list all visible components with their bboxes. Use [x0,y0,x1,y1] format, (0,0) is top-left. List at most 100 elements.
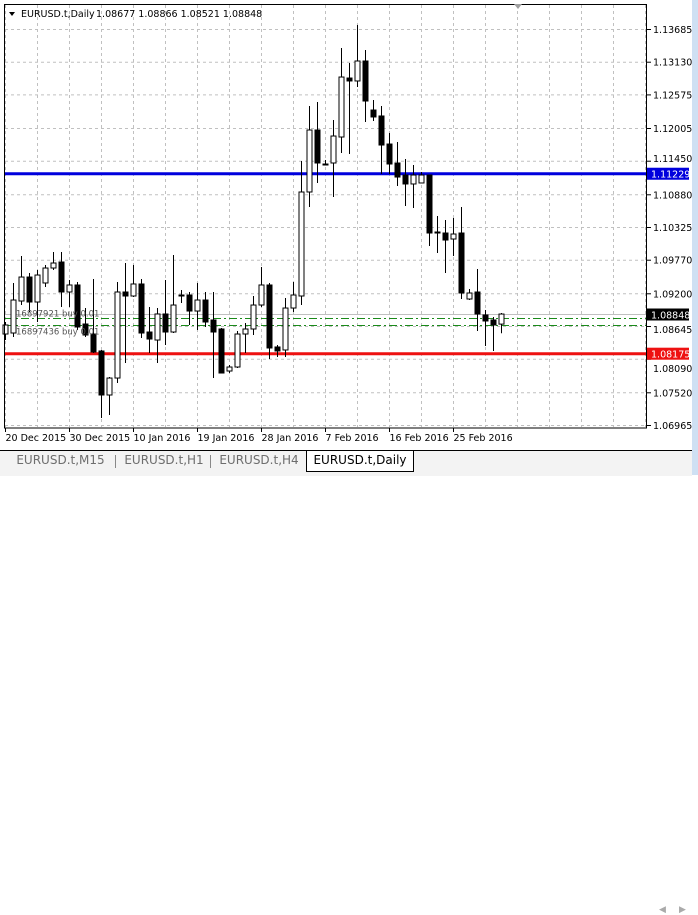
candle-bearish [26,276,33,303]
candle-bearish [58,261,65,293]
candle-bullish [10,299,17,334]
candle-bearish [370,109,377,118]
candle-bullish [154,313,161,341]
candle-bearish [426,174,433,234]
candle-bullish [18,276,25,302]
candle-bullish [114,291,121,379]
candle-bearish [442,232,449,241]
price-tag-bg [647,167,689,180]
candle-bearish [138,283,145,334]
current-price-tag: 1.08848 [651,311,690,322]
candle-bearish [82,323,89,336]
scroll-right-icon[interactable]: ▶ [679,905,686,915]
candle-bullish [330,135,337,164]
candle-bullish [42,267,49,284]
candle-bullish [34,274,41,303]
candle-bearish [186,294,193,312]
price-axis: 1.13685 1.13130 1.12575 1.12005 1.11450 1.108… [647,25,692,432]
candle-bullish [306,129,313,193]
candle-bearish [386,143,393,165]
candle-bullish [322,163,329,166]
price-tick-label: 1.08090 [653,364,692,375]
candle-bearish [434,231,441,234]
candle-bearish [210,319,217,333]
candle-bullish [282,307,289,351]
candle-bearish [402,174,409,185]
tab-separator [115,455,116,468]
candle-bullish [194,299,201,312]
candles [2,24,505,418]
time-tick-label: 10 Jan 2016 [134,433,191,444]
order-labels: 16897921 buy 0.01 16897436 buy 0.01 [16,310,99,338]
price-tick-label: 1.09200 [653,289,692,300]
candle-bearish [490,319,497,326]
time-tick-label: 28 Jan 2016 [262,433,319,444]
tab-m15[interactable]: EURUSD.t,M15 [16,453,105,467]
candle-bearish [458,232,465,294]
chart-header: EURUSD.t,Daily 1.08677 1.08866 1.08521 1… [9,9,262,20]
price-tick-label: 1.08645 [653,325,692,336]
triangle-down-icon[interactable] [9,12,15,16]
candle-bullish [66,284,73,293]
ohlc-readout: 1.08677 1.08866 1.08521 1.08848 [96,9,262,20]
candle-bearish [90,333,97,353]
price-tick-label: 1.12575 [653,90,692,101]
candle-bearish [378,115,385,146]
tab-h4[interactable]: EURUSD.t,H4 [219,453,299,467]
candle-bearish [74,284,81,328]
time-tick-label: 30 Dec 2015 [70,433,131,444]
scroll-left-icon[interactable]: ◀ [659,905,666,915]
symbol-label: EURUSD.t,Daily [21,9,95,20]
candle-bearish [202,299,209,323]
price-tag-label: 1.11229 [651,170,690,181]
time-tick-label: 19 Jan 2016 [198,433,255,444]
order-label: 16897921 buy 0.01 [16,310,99,320]
candle-bearish [314,129,321,164]
candle-bearish [266,284,273,349]
time-tick-label: 25 Feb 2016 [454,433,513,444]
candle-bullish [258,284,265,306]
current-price-tag-bg [647,308,689,321]
candle-bearish [122,291,129,297]
candle-bullish [498,313,505,325]
candle-bearish [362,60,369,102]
candle-bullish [50,262,57,269]
candle-bearish [146,331,153,340]
price-tick-label: 1.07520 [653,388,692,399]
price-tick-label: 1.13130 [653,58,692,69]
time-tick-label: 16 Feb 2016 [390,433,449,444]
candle-bullish [354,60,361,82]
candle-bearish [474,291,481,315]
chart-tab-bar: EURUSD.t,M15 EURUSD.t,H1 EURUSD.t,H4 EUR… [0,450,692,915]
tab-daily[interactable]: EURUSD.t,Daily [306,451,414,472]
candle-bullish [226,366,233,372]
candle-bullish [2,324,9,335]
chart-grid [5,5,646,427]
price-chart[interactable]: 16897921 buy 0.01 16897436 buy 0.01 1.136… [0,0,692,450]
candle-bullish [242,328,249,335]
order-label: 16897436 buy 0.01 [16,328,99,338]
price-tick-label: 1.12005 [653,124,692,135]
time-tick-label: 7 Feb 2016 [326,433,379,444]
price-tick-label: 1.11450 [653,154,692,165]
price-tick-label: 1.09770 [653,256,692,267]
chart-shift-marker-icon[interactable] [514,4,522,9]
candle-bullish [338,76,345,138]
candle-bearish [218,328,225,374]
window-edge [692,0,698,475]
tab-h1[interactable]: EURUSD.t,H1 [124,453,204,467]
time-axis: 20 Dec 2015 30 Dec 2015 10 Jan 2016 19 Jan … [5,428,513,444]
candle-bullish [106,377,113,396]
time-tick-label: 20 Dec 2015 [6,433,67,444]
candle-bullish [250,304,257,330]
candle-bullish [178,294,185,297]
candle-bearish [394,162,401,178]
candle-bullish [450,233,457,240]
price-tag-label: 1.08175 [651,350,690,361]
candle-bullish [170,304,177,333]
horizontal-lines [5,172,646,356]
price-tick-label: 1.06965 [653,421,692,432]
candle-bullish [418,174,425,184]
candle-bullish [130,283,137,297]
candle-bearish [346,77,353,82]
